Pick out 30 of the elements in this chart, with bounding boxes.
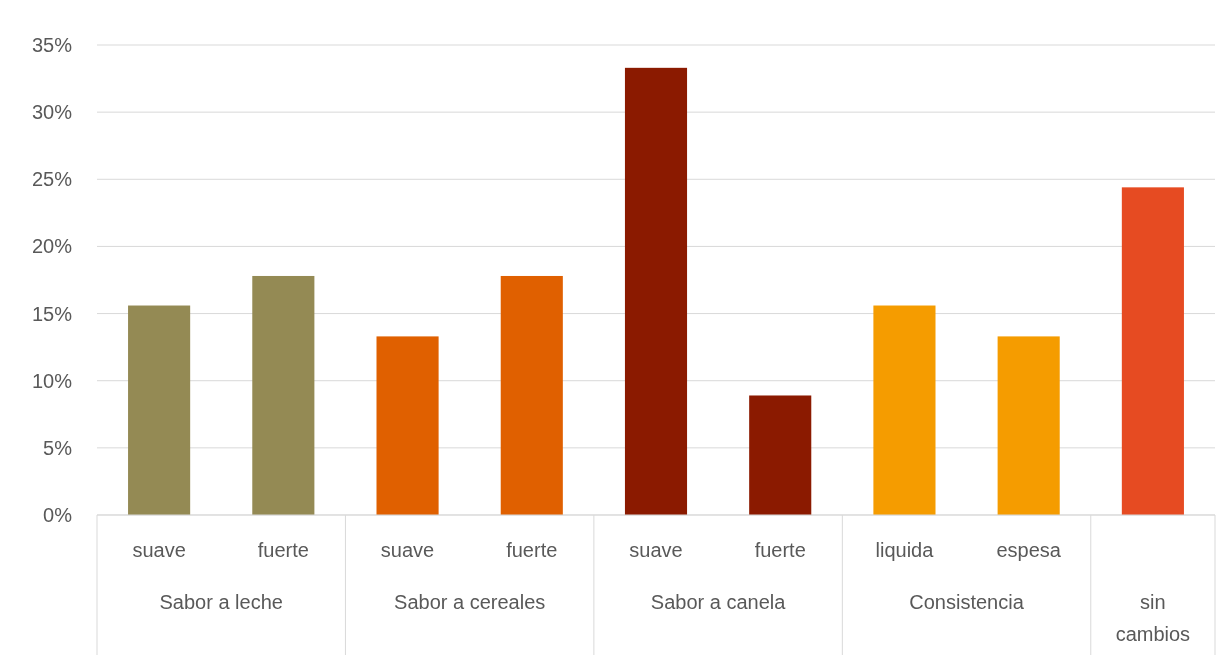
x-tick-label: suave bbox=[132, 539, 186, 561]
bar bbox=[252, 275, 315, 515]
bar bbox=[749, 395, 812, 515]
bar bbox=[624, 67, 688, 515]
bar bbox=[128, 305, 191, 515]
y-tick-label: 10% bbox=[31, 369, 73, 392]
y-tick-label: 15% bbox=[31, 302, 73, 325]
text: Consistencia bbox=[909, 591, 1025, 613]
x-tick-label: liquida bbox=[875, 539, 935, 561]
text: Sabor a canela bbox=[650, 591, 787, 613]
text: Sabor a cereales bbox=[394, 591, 546, 613]
y-tick-label: 0% bbox=[43, 504, 73, 526]
x-tick-label: suave bbox=[629, 539, 683, 561]
bar bbox=[1121, 187, 1184, 515]
x-tick-label: fuerte bbox=[506, 539, 558, 561]
y-tick-label: 20% bbox=[31, 235, 73, 258]
y-tick-label: 35% bbox=[31, 34, 73, 56]
bar bbox=[376, 336, 439, 515]
y-tick-label: 5% bbox=[43, 436, 73, 459]
text: sin cambios bbox=[1115, 591, 1191, 645]
y-tick-label: 30% bbox=[31, 101, 73, 124]
bar bbox=[997, 336, 1060, 515]
text: Sabor a leche bbox=[159, 591, 283, 613]
y-tick-label: 25% bbox=[31, 168, 73, 191]
x-tick-label: suave bbox=[380, 539, 435, 561]
x-tick-label: espesa bbox=[996, 539, 1062, 561]
bar bbox=[873, 305, 936, 515]
bar bbox=[500, 275, 563, 515]
x-tick-label: fuerte bbox=[754, 539, 806, 561]
x-tick-label: fuerte bbox=[257, 539, 309, 561]
